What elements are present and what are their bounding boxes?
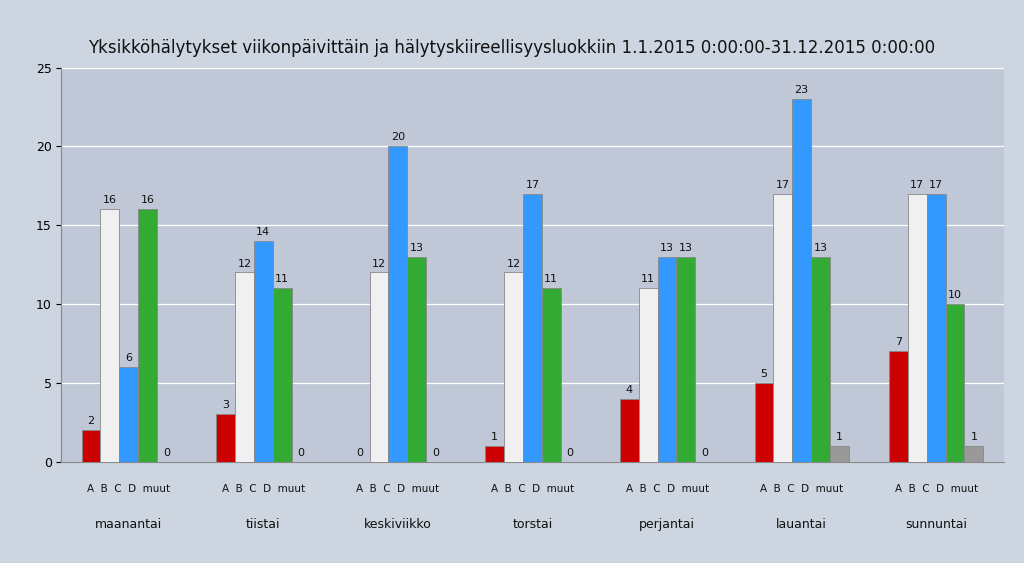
Text: 17: 17 <box>776 180 790 190</box>
Text: 13: 13 <box>813 243 827 253</box>
Text: 14: 14 <box>256 227 270 237</box>
Text: 12: 12 <box>507 258 520 269</box>
Text: 13: 13 <box>410 243 424 253</box>
Bar <box>542 288 561 462</box>
Text: A  B  C  D  muut: A B C D muut <box>760 484 843 494</box>
Bar <box>216 414 236 462</box>
Bar <box>829 446 849 462</box>
Text: 0: 0 <box>298 448 304 458</box>
Text: 12: 12 <box>372 258 386 269</box>
Bar <box>811 257 829 462</box>
Bar <box>254 241 272 462</box>
Text: 7: 7 <box>895 337 902 347</box>
Bar <box>388 146 408 462</box>
Bar <box>523 194 542 462</box>
Text: 23: 23 <box>795 85 809 95</box>
Text: 12: 12 <box>238 258 252 269</box>
Text: 11: 11 <box>275 274 289 284</box>
Text: 6: 6 <box>125 353 132 363</box>
Bar <box>120 367 138 462</box>
Text: 4: 4 <box>626 385 633 395</box>
Bar <box>100 209 120 462</box>
Text: 17: 17 <box>929 180 943 190</box>
Bar <box>908 194 927 462</box>
Bar <box>485 446 504 462</box>
Bar <box>677 257 695 462</box>
Bar <box>408 257 426 462</box>
Bar <box>138 209 157 462</box>
Text: 3: 3 <box>222 400 229 410</box>
Text: torstai: torstai <box>512 518 553 531</box>
Text: A  B  C  D  muut: A B C D muut <box>895 484 978 494</box>
Text: 1: 1 <box>492 432 499 442</box>
Bar <box>945 304 965 462</box>
Text: 17: 17 <box>525 180 540 190</box>
Text: 20: 20 <box>391 132 404 142</box>
Text: tiistai: tiistai <box>246 518 281 531</box>
Text: 16: 16 <box>140 195 155 205</box>
Text: 2: 2 <box>87 416 94 426</box>
Text: 0: 0 <box>701 448 709 458</box>
Text: keskiviikko: keskiviikko <box>364 518 432 531</box>
Text: A  B  C  D  muut: A B C D muut <box>356 484 439 494</box>
Text: 0: 0 <box>432 448 439 458</box>
Text: sunnuntai: sunnuntai <box>905 518 968 531</box>
Text: A  B  C  D  muut: A B C D muut <box>222 484 305 494</box>
Text: 10: 10 <box>948 290 963 300</box>
Text: 13: 13 <box>679 243 693 253</box>
Text: 11: 11 <box>641 274 655 284</box>
Text: perjantai: perjantai <box>639 518 695 531</box>
Bar <box>889 351 908 462</box>
Bar <box>965 446 983 462</box>
Text: A  B  C  D  muut: A B C D muut <box>490 484 574 494</box>
Bar <box>755 383 773 462</box>
Text: 0: 0 <box>356 448 364 458</box>
Text: A  B  C  D  muut: A B C D muut <box>87 484 170 494</box>
Bar <box>236 272 254 462</box>
Text: Yksikköhälytykset viikonpäivittäin ja hälytyskiireellisyysluokkiin 1.1.2015 0:00: Yksikköhälytykset viikonpäivittäin ja hä… <box>88 39 936 57</box>
Text: A  B  C  D  muut: A B C D muut <box>626 484 709 494</box>
Bar <box>370 272 388 462</box>
Bar <box>927 194 945 462</box>
Text: 16: 16 <box>102 195 117 205</box>
Text: 1: 1 <box>836 432 843 442</box>
Text: 1: 1 <box>971 432 978 442</box>
Bar <box>272 288 292 462</box>
Bar <box>504 272 523 462</box>
Bar <box>620 399 639 462</box>
Bar <box>773 194 793 462</box>
Bar <box>639 288 657 462</box>
Text: 13: 13 <box>660 243 674 253</box>
Text: lauantai: lauantai <box>776 518 827 531</box>
Text: 0: 0 <box>566 448 573 458</box>
Text: 17: 17 <box>910 180 925 190</box>
Text: 11: 11 <box>545 274 558 284</box>
Text: 0: 0 <box>163 448 170 458</box>
Bar <box>657 257 677 462</box>
Text: maanantai: maanantai <box>95 518 163 531</box>
Text: 5: 5 <box>761 369 767 379</box>
Bar <box>793 99 811 462</box>
Bar <box>82 430 100 462</box>
